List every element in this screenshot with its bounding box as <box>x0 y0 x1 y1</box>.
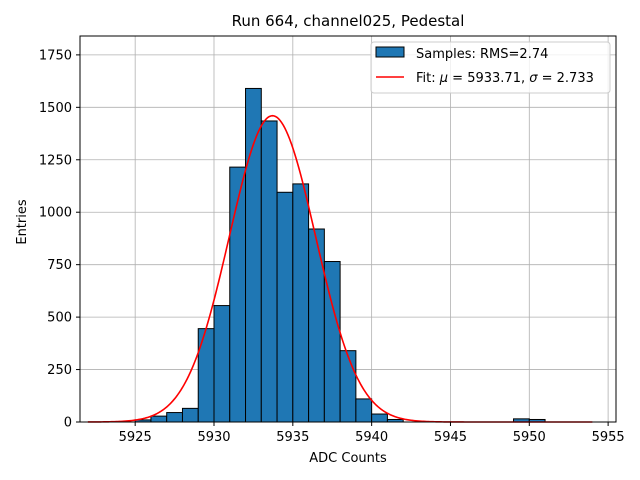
histogram-bar <box>308 228 325 423</box>
histogram-bar <box>181 407 199 423</box>
histogram-bar <box>260 120 278 423</box>
y-tick-label: 1500 <box>39 101 72 116</box>
histogram-bar <box>213 305 231 423</box>
y-tick-label: 250 <box>47 363 72 378</box>
legend: Samples: RMS=2.74 Fit: μ = 5933.71, σ = … <box>370 41 611 94</box>
y-tick-label: 1750 <box>39 48 72 63</box>
y-tick-label: 0 <box>64 416 72 431</box>
x-tick-label: 5930 <box>197 430 230 445</box>
x-tick-label: 5940 <box>355 430 388 445</box>
y-tick-label: 1000 <box>39 206 72 221</box>
grid-lines <box>80 36 616 423</box>
y-tick-label: 750 <box>47 258 72 273</box>
legend-label-samples: Samples: RMS=2.74 <box>416 47 548 62</box>
histogram-bar <box>245 87 262 423</box>
histogram-bar <box>166 412 183 423</box>
x-tick-label: 5945 <box>434 430 467 445</box>
histogram-bar <box>355 398 373 423</box>
x-tick-label: 5955 <box>592 430 625 445</box>
y-axis-label: Entries <box>15 199 30 245</box>
y-axis-ticks: 0 250 500 750 1000 1250 1500 1750 <box>39 48 80 431</box>
plot-frame <box>79 35 617 423</box>
histogram-bar <box>292 183 310 423</box>
histogram-bar <box>371 413 388 423</box>
x-tick-label: 5935 <box>276 430 309 445</box>
x-tick-label: 5925 <box>119 430 152 445</box>
y-tick-label: 500 <box>47 311 72 326</box>
histogram-bars <box>134 87 546 423</box>
legend-box <box>370 41 611 94</box>
histogram-bar <box>276 191 294 423</box>
histogram-bar <box>197 328 215 423</box>
legend-label-fit: Fit: μ = 5933.71, σ = 2.733 <box>416 71 594 86</box>
x-tick-label: 5950 <box>513 430 546 445</box>
histogram-bar <box>339 350 357 423</box>
histogram-bar <box>150 415 168 423</box>
x-axis-label: ADC Counts <box>309 451 387 466</box>
legend-swatch-samples <box>375 46 405 58</box>
chart-title: Run 664, channel025, Pedestal <box>232 12 465 30</box>
y-tick-label: 1250 <box>39 153 72 168</box>
histogram-bar <box>229 166 247 423</box>
x-axis-ticks: 5925 5930 5935 5940 5945 5950 5955 <box>119 422 625 445</box>
